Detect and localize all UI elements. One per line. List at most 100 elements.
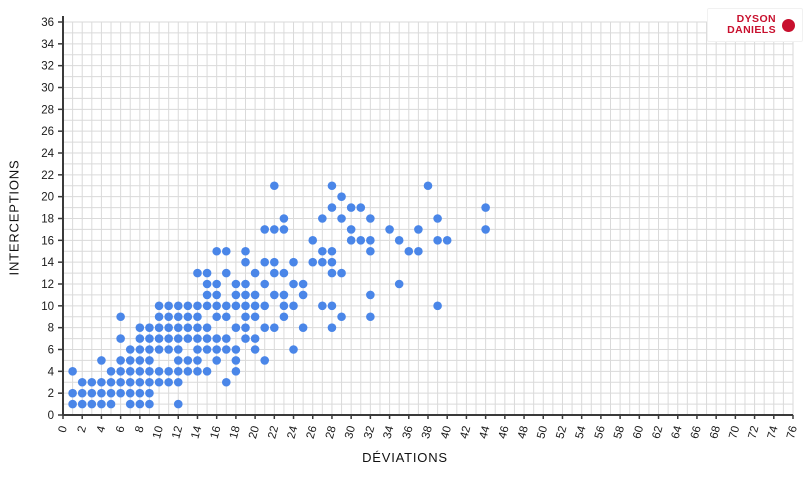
data-point xyxy=(87,377,97,387)
data-point xyxy=(327,181,337,191)
data-point xyxy=(116,377,125,387)
data-point xyxy=(442,236,452,245)
x-tick-label: 76 xyxy=(785,425,800,440)
data-point xyxy=(135,323,145,332)
y-tick-label: 4 xyxy=(48,366,55,378)
brand-dot-icon xyxy=(782,18,795,32)
data-point xyxy=(231,301,241,311)
data-point xyxy=(87,388,97,398)
y-tick-label: 30 xyxy=(41,83,54,95)
data-point xyxy=(231,356,241,365)
data-point xyxy=(116,388,125,398)
data-point xyxy=(356,203,366,212)
data-point xyxy=(250,290,260,300)
data-point xyxy=(270,257,279,267)
y-tick-label: 22 xyxy=(41,170,54,182)
data-point xyxy=(346,225,356,234)
data-point xyxy=(173,312,183,322)
x-tick-label: 30 xyxy=(343,425,358,440)
brand-name: DYSON DANIELS xyxy=(727,13,776,37)
data-point xyxy=(125,377,135,387)
data-point xyxy=(116,312,125,322)
y-tick-label: 16 xyxy=(41,235,54,247)
data-point xyxy=(241,290,250,300)
x-tick-label: 4 xyxy=(95,424,108,434)
data-point xyxy=(289,257,298,267)
data-point xyxy=(154,301,164,311)
data-point xyxy=(116,367,125,376)
x-tick-label: 36 xyxy=(401,425,416,440)
y-tick-label: 32 xyxy=(41,61,54,73)
data-point xyxy=(433,214,442,223)
data-point xyxy=(318,246,327,256)
data-point xyxy=(202,279,212,289)
data-point xyxy=(164,301,173,311)
data-point xyxy=(68,399,77,409)
data-point xyxy=(68,367,77,376)
data-point xyxy=(337,192,346,201)
data-point xyxy=(346,236,356,245)
data-point xyxy=(125,345,135,354)
data-point xyxy=(154,312,164,322)
data-point xyxy=(145,388,154,398)
y-tick-label: 8 xyxy=(48,323,54,335)
data-point xyxy=(279,225,289,234)
x-tick-label: 66 xyxy=(689,425,704,440)
data-point xyxy=(125,388,135,398)
data-point xyxy=(173,323,183,332)
data-point xyxy=(260,257,270,267)
data-point xyxy=(97,388,106,398)
x-tick-label: 72 xyxy=(747,425,762,440)
x-tick-label: 18 xyxy=(228,425,243,440)
data-point xyxy=(279,290,289,300)
data-point xyxy=(270,323,279,332)
y-tick-label: 24 xyxy=(41,148,54,160)
data-point xyxy=(125,356,135,365)
y-tick-label: 26 xyxy=(41,126,54,138)
data-point xyxy=(241,257,250,267)
data-point xyxy=(212,345,221,354)
x-tick-label: 6 xyxy=(114,425,127,434)
data-point xyxy=(414,225,423,234)
data-point xyxy=(77,377,87,387)
x-tick-label: 46 xyxy=(497,425,512,440)
data-point xyxy=(289,279,298,289)
brand-logo: DYSON DANIELS xyxy=(707,8,803,42)
x-tick-label: 56 xyxy=(593,425,608,440)
data-point xyxy=(173,301,183,311)
data-point xyxy=(366,214,375,223)
data-point xyxy=(68,388,77,398)
x-tick-label: 38 xyxy=(420,425,435,440)
x-tick-label: 70 xyxy=(727,425,742,440)
data-point xyxy=(279,214,289,223)
brand-name-line2: DANIELS xyxy=(727,24,776,36)
x-tick-label: 68 xyxy=(708,425,723,440)
data-point xyxy=(193,312,202,322)
x-tick-label: 64 xyxy=(670,424,685,440)
x-tick-label: 16 xyxy=(209,425,224,440)
data-point xyxy=(183,334,193,343)
data-point xyxy=(231,345,241,354)
data-point xyxy=(145,345,154,354)
y-axis-title: INTERCEPTIONS xyxy=(6,159,22,276)
data-point xyxy=(145,356,154,365)
data-point xyxy=(318,301,327,311)
x-tick-label: 60 xyxy=(631,425,646,440)
data-point xyxy=(173,377,183,387)
x-tick-label: 14 xyxy=(189,424,204,440)
data-point xyxy=(318,214,327,223)
data-point xyxy=(385,225,394,234)
y-tick-label: 20 xyxy=(41,192,54,204)
data-point xyxy=(298,279,308,289)
data-point xyxy=(260,323,270,332)
data-point xyxy=(164,345,173,354)
data-point xyxy=(135,367,145,376)
y-tick-label: 14 xyxy=(41,257,54,269)
x-tick-label: 22 xyxy=(266,425,281,440)
data-point xyxy=(279,268,289,278)
data-point xyxy=(279,301,289,311)
data-point xyxy=(212,301,221,311)
data-point xyxy=(241,301,250,311)
data-point xyxy=(202,323,212,332)
